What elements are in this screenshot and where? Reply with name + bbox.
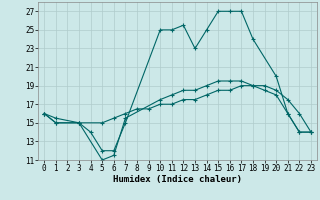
X-axis label: Humidex (Indice chaleur): Humidex (Indice chaleur) — [113, 175, 242, 184]
